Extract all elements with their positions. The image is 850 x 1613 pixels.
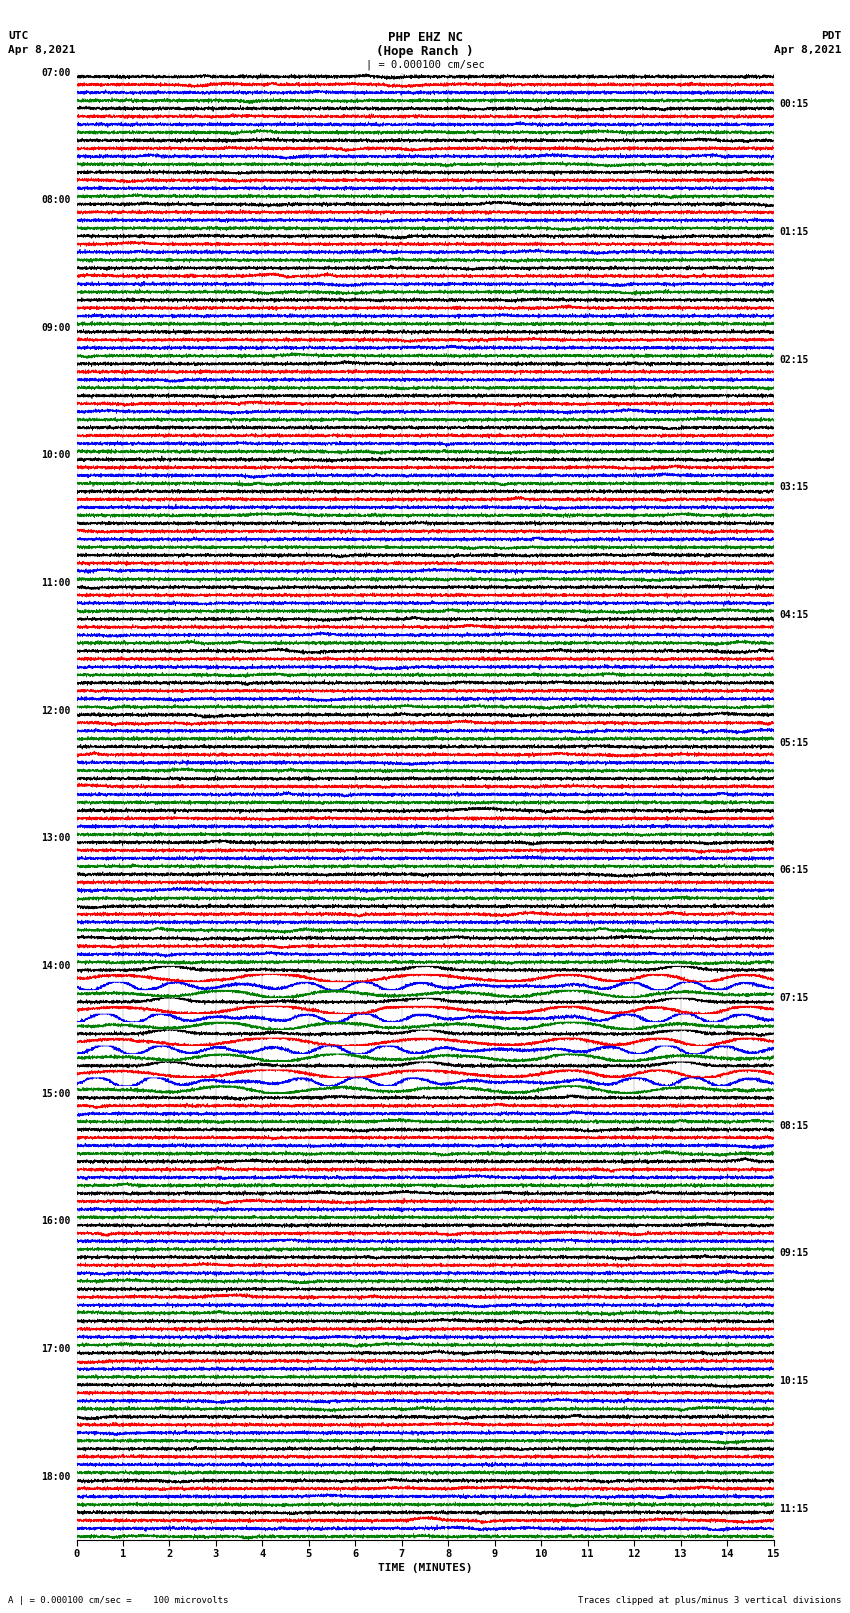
Text: UTC: UTC xyxy=(8,31,29,40)
Text: 04:15: 04:15 xyxy=(779,610,808,619)
Text: 09:15: 09:15 xyxy=(779,1248,808,1258)
Text: 06:15: 06:15 xyxy=(779,865,808,876)
Text: (Hope Ranch ): (Hope Ranch ) xyxy=(377,45,473,58)
Text: A | = 0.000100 cm/sec =    100 microvolts: A | = 0.000100 cm/sec = 100 microvolts xyxy=(8,1595,229,1605)
Text: 11:15: 11:15 xyxy=(779,1503,808,1513)
Text: 05:15: 05:15 xyxy=(779,737,808,748)
Text: 17:00: 17:00 xyxy=(42,1344,71,1353)
Text: 18:00: 18:00 xyxy=(42,1471,71,1482)
Text: 03:15: 03:15 xyxy=(779,482,808,492)
Text: 09:00: 09:00 xyxy=(42,323,71,332)
Text: 11:00: 11:00 xyxy=(42,577,71,589)
Text: Apr 8,2021: Apr 8,2021 xyxy=(774,45,842,55)
Text: 12:00: 12:00 xyxy=(42,706,71,716)
Text: PDT: PDT xyxy=(821,31,842,40)
Text: 02:15: 02:15 xyxy=(779,355,808,365)
Text: Traces clipped at plus/minus 3 vertical divisions: Traces clipped at plus/minus 3 vertical … xyxy=(578,1595,842,1605)
Text: 10:00: 10:00 xyxy=(42,450,71,460)
Text: 08:15: 08:15 xyxy=(779,1121,808,1131)
Text: 16:00: 16:00 xyxy=(42,1216,71,1226)
Text: PHP EHZ NC: PHP EHZ NC xyxy=(388,31,462,44)
Text: 00:15: 00:15 xyxy=(779,100,808,110)
Text: 14:00: 14:00 xyxy=(42,961,71,971)
Text: 08:00: 08:00 xyxy=(42,195,71,205)
Text: Apr 8,2021: Apr 8,2021 xyxy=(8,45,76,55)
Text: 13:00: 13:00 xyxy=(42,834,71,844)
Text: 15:00: 15:00 xyxy=(42,1089,71,1098)
Text: | = 0.000100 cm/sec: | = 0.000100 cm/sec xyxy=(366,60,484,71)
X-axis label: TIME (MINUTES): TIME (MINUTES) xyxy=(377,1563,473,1573)
Text: 01:15: 01:15 xyxy=(779,227,808,237)
Text: 07:00: 07:00 xyxy=(42,68,71,77)
Text: 10:15: 10:15 xyxy=(779,1376,808,1386)
Text: 07:15: 07:15 xyxy=(779,994,808,1003)
